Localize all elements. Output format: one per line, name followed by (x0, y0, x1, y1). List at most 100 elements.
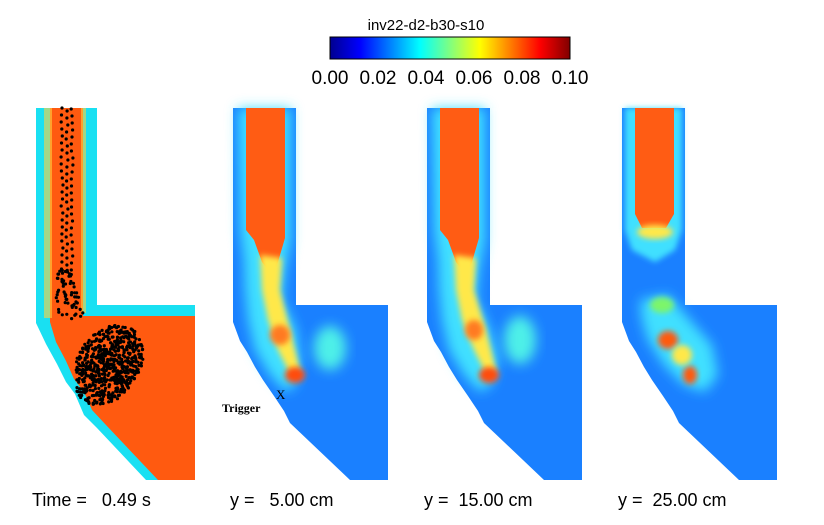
particle-marker (139, 356, 143, 360)
particle-marker (141, 347, 145, 351)
particle-marker (97, 386, 101, 390)
hot-spot (270, 325, 290, 345)
particle-marker (117, 393, 121, 397)
particle-marker (78, 364, 82, 368)
particle-marker (78, 307, 82, 311)
particle-marker (65, 144, 69, 148)
particle-marker (112, 348, 116, 352)
particle-marker (65, 193, 69, 197)
particle-marker (103, 386, 108, 390)
particle-marker (128, 343, 132, 347)
particle-marker (69, 191, 73, 195)
colorbar-tick-label: 0.02 (360, 68, 397, 89)
hot-spot (479, 367, 499, 383)
particle-marker (96, 353, 100, 357)
particle-marker (64, 235, 68, 239)
particle-marker (60, 127, 64, 131)
particle-marker (63, 301, 67, 305)
particle-marker (101, 353, 106, 357)
particle-marker (125, 345, 129, 349)
particle-marker (61, 211, 65, 215)
particle-marker (119, 369, 123, 373)
particle-marker (107, 391, 111, 395)
particle-marker (132, 350, 136, 354)
particle-marker (79, 314, 83, 318)
particle-marker (70, 304, 74, 308)
particle-marker (61, 183, 65, 187)
particle-marker (122, 336, 126, 340)
particle-marker (65, 116, 69, 120)
particle-marker (76, 295, 81, 299)
particle-marker (107, 324, 111, 329)
particle-marker (65, 242, 69, 246)
particle-marker (85, 367, 89, 372)
particle-marker (60, 232, 64, 236)
particle-marker (113, 324, 117, 328)
particle-marker (60, 197, 65, 201)
particle-marker (115, 335, 120, 339)
particle-marker (65, 256, 69, 260)
particle-marker (97, 343, 101, 348)
particle-marker (61, 281, 65, 285)
particle-marker (98, 333, 102, 337)
particle-marker (69, 233, 73, 237)
particle-marker (66, 123, 70, 127)
particle-marker (103, 389, 107, 393)
particle-marker (105, 334, 109, 338)
particle-marker (69, 293, 73, 297)
colorbar-tick-labels: 0.00 0.02 0.04 0.06 0.08 0.10 (312, 68, 589, 89)
particle-marker (71, 156, 75, 160)
yellow-band (454, 255, 496, 378)
hot-spot (658, 331, 678, 349)
particle-marker (71, 281, 76, 285)
particle-marker (114, 389, 118, 393)
particle-marker (77, 380, 81, 384)
particle-marker (56, 299, 60, 303)
particle-marker (97, 372, 101, 376)
particle-marker (112, 360, 116, 364)
particle-marker (139, 364, 143, 368)
panel-particles (36, 106, 195, 480)
particle-marker (65, 179, 69, 183)
particle-marker (69, 268, 73, 272)
particle-marker (65, 214, 69, 218)
particle-marker (89, 384, 93, 388)
particle-marker (66, 158, 70, 162)
particle-marker (69, 205, 74, 209)
particle-marker (129, 327, 133, 331)
particle-marker (84, 364, 89, 368)
particle-marker (110, 330, 114, 334)
particle-marker (59, 141, 64, 145)
particle-marker (121, 367, 125, 371)
particle-marker (122, 330, 127, 334)
particle-marker (99, 353, 103, 357)
particle-marker (132, 330, 136, 334)
particle-marker (86, 348, 90, 352)
particle-marker (70, 247, 74, 251)
particle-marker (105, 365, 109, 369)
particle-marker (127, 331, 131, 335)
green-patch (650, 297, 674, 313)
particle-marker (80, 350, 85, 355)
particle-marker (55, 293, 59, 297)
particle-marker (120, 375, 124, 379)
particle-marker (94, 374, 98, 378)
inlet-core (246, 108, 285, 275)
particle-marker (105, 378, 109, 382)
particle-marker (75, 360, 79, 364)
particle-marker (78, 387, 82, 391)
particle-marker (69, 212, 74, 216)
particle-marker (59, 169, 64, 173)
particle-marker (77, 393, 81, 397)
particle-marker (118, 329, 122, 333)
particle-marker (115, 338, 119, 342)
particle-marker (122, 348, 126, 352)
particle-marker (55, 276, 60, 280)
particle-marker (131, 356, 135, 360)
particle-marker (122, 390, 126, 394)
particle-marker (137, 349, 141, 353)
particle-marker (124, 374, 128, 378)
particle-marker (114, 366, 118, 370)
particle-marker (91, 347, 95, 351)
particle-marker (95, 337, 99, 341)
